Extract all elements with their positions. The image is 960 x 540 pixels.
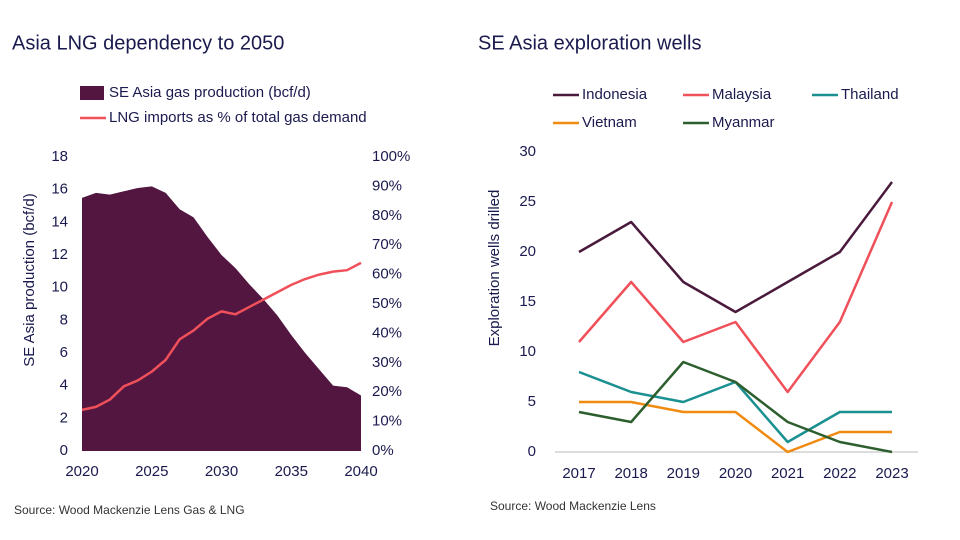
y-tick-label: 2 (60, 409, 68, 426)
y-axis-label: SE Asia production (bcf/d) (21, 193, 38, 366)
x-tick-label: 2020 (65, 463, 98, 480)
y2-tick-label: 10% (372, 413, 402, 430)
x-tick-label: 2019 (667, 465, 700, 482)
y-tick-label: 10 (519, 343, 536, 360)
y-tick-label: 18 (51, 148, 68, 165)
y-axis-label: Exploration wells drilled (486, 190, 503, 347)
y-tick-label: 4 (60, 377, 68, 394)
y-tick-label: 14 (51, 213, 68, 230)
y2-tick-label: 40% (372, 324, 402, 341)
y-tick-label: 10 (51, 279, 68, 296)
chart-title: Asia LNG dependency to 2050 (12, 32, 284, 54)
source: Source: Wood Mackenzie Lens Gas & LNG (14, 503, 245, 517)
y-tick-label: 15 (519, 293, 536, 310)
line (578, 201, 894, 394)
area (82, 186, 361, 451)
legend-label: SE Asia gas production (bcf/d) (109, 84, 311, 101)
line (578, 360, 893, 454)
x-tick-label: 2017 (562, 465, 595, 482)
legend-label: Thailand (841, 86, 899, 103)
x-tick-label: 2020 (719, 465, 752, 482)
y-tick-label: 6 (60, 344, 68, 361)
x-tick-label: 2022 (823, 465, 856, 482)
x-tick-label: 2030 (205, 463, 238, 480)
y2-tick-label: 80% (372, 207, 402, 224)
y-tick-label: 25 (519, 193, 536, 210)
y2-tick-label: 90% (372, 177, 402, 194)
line (81, 261, 362, 412)
y-tick-label: 0 (528, 443, 536, 460)
y-tick-label: 20 (519, 243, 536, 260)
x-tick-label: 2040 (344, 463, 377, 480)
line (578, 181, 894, 314)
y-tick-label: 30 (519, 143, 536, 160)
x-tick-label: 2025 (135, 463, 168, 480)
y2-tick-label: 50% (372, 295, 402, 312)
y2-tick-label: 0% (372, 442, 394, 459)
legend-label: Vietnam (582, 114, 637, 131)
legend-label: LNG imports as % of total gas demand (109, 109, 367, 126)
legend-label: Indonesia (582, 86, 648, 103)
y2-tick-label: 30% (372, 354, 402, 371)
x-tick-label: 2035 (275, 463, 308, 480)
source: Source: Wood Mackenzie Lens (490, 499, 656, 513)
chart-title: SE Asia exploration wells (478, 32, 701, 54)
line (579, 400, 892, 454)
y2-tick-label: 100% (372, 148, 410, 165)
y-tick-label: 12 (51, 246, 68, 263)
y-tick-label: 5 (528, 393, 536, 410)
y2-tick-label: 20% (372, 383, 402, 400)
y2-tick-label: 70% (372, 236, 402, 253)
y-tick-label: 0 (60, 442, 68, 459)
x-tick-label: 2018 (614, 465, 647, 482)
legend-swatch (80, 86, 104, 100)
x-tick-label: 2023 (875, 465, 908, 482)
y2-tick-label: 60% (372, 266, 402, 283)
legend-label: Myanmar (712, 114, 775, 131)
x-tick-label: 2021 (771, 465, 804, 482)
y-tick-label: 16 (51, 181, 68, 198)
legend-label: Malaysia (712, 86, 772, 103)
y-tick-label: 8 (60, 311, 68, 328)
